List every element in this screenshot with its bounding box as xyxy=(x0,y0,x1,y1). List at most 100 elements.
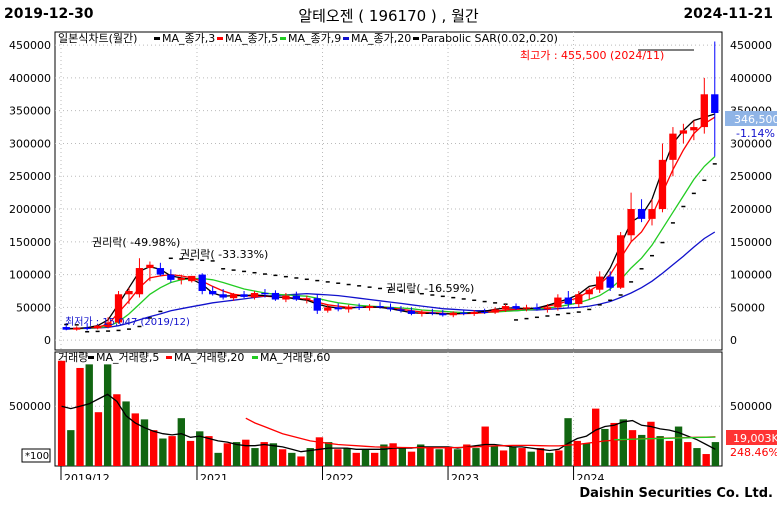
sar-dot xyxy=(273,274,278,277)
sar-dot xyxy=(691,192,696,195)
legend-label: MA_종가,20 xyxy=(351,32,411,45)
sar-dot xyxy=(681,205,686,208)
candle-body xyxy=(177,277,185,280)
legend-label: Parabolic SAR(0.02,0.20) xyxy=(421,32,558,45)
candle-body xyxy=(344,306,353,310)
legend-swatch xyxy=(154,37,160,40)
price-tick-left: 100000 xyxy=(9,269,51,282)
chart-header: 2019-12-30 알테오젠 ( 196170 ) , 월간 2024-11-… xyxy=(0,0,777,30)
candle-body xyxy=(585,289,593,295)
sar-dot xyxy=(252,271,257,274)
sar-dot xyxy=(325,281,330,283)
rights-off-annotation-3: 권리락( -16.59%) xyxy=(386,282,474,295)
candle-body xyxy=(219,294,227,298)
price-tick-right: 0 xyxy=(730,334,737,347)
time-label: 2019/12 xyxy=(64,472,110,480)
sar-dot xyxy=(388,289,393,291)
volume-bar xyxy=(269,443,278,466)
volume-bar xyxy=(619,419,627,466)
ma20-line xyxy=(66,231,716,330)
volume-bar xyxy=(426,446,434,466)
legend-label: MA_종가,5 xyxy=(225,32,278,45)
price-tick-left: 50000 xyxy=(16,301,51,314)
volume-bar xyxy=(57,360,66,466)
legend-swatch xyxy=(217,37,223,40)
legend-swatch xyxy=(280,37,286,40)
volume-bar xyxy=(509,446,517,466)
volume-bar xyxy=(251,448,259,466)
sar-dot xyxy=(106,330,111,332)
candle-body xyxy=(303,298,311,300)
price-axis: 0 0 50000 50000 100000 100000 150000 150000 2000… xyxy=(9,39,772,347)
candle-body xyxy=(324,307,332,311)
sar-dot xyxy=(597,304,602,306)
candle-body xyxy=(564,297,572,305)
price-tick-right: 300000 xyxy=(730,137,772,150)
volume-bar xyxy=(159,438,167,466)
volume-bar xyxy=(76,367,84,466)
brand-footer: Daishin Securities Co. Ltd. xyxy=(579,486,773,501)
volume-bar xyxy=(297,456,305,466)
last-price-box xyxy=(725,111,777,126)
legend-label: MA_거래량,60 xyxy=(260,351,330,364)
ma5-line xyxy=(66,116,716,330)
legend-label: MA_종가,9 xyxy=(288,32,341,45)
sar-dot xyxy=(357,285,362,287)
sar-dot xyxy=(451,296,456,299)
sar-dot xyxy=(660,241,665,244)
price-tick-left: 300000 xyxy=(9,137,51,150)
volume-bar xyxy=(103,364,112,466)
volume-bar xyxy=(711,442,720,466)
sar-dot xyxy=(618,294,623,296)
candle-body xyxy=(407,310,416,314)
volume-bar xyxy=(674,426,683,466)
candle-body xyxy=(512,306,520,309)
volume-bar xyxy=(260,442,268,466)
last-change: -1.14% xyxy=(736,127,775,140)
candle-body xyxy=(114,294,123,323)
candle-body xyxy=(83,327,91,330)
volume-bar xyxy=(628,430,637,466)
price-tick-left: 400000 xyxy=(9,72,51,85)
volume-bar xyxy=(499,450,508,466)
candle-body xyxy=(93,325,102,329)
volume-bar xyxy=(453,449,462,466)
sar-dot xyxy=(419,292,424,295)
candle-body xyxy=(554,297,562,308)
price-tick-right: 100000 xyxy=(730,269,772,282)
time-label: 2024 xyxy=(577,472,605,480)
sar-dot xyxy=(670,222,675,224)
volume-bar xyxy=(444,446,453,466)
volume-bar xyxy=(177,418,185,466)
sar-dot xyxy=(534,316,539,319)
volume-bars xyxy=(57,360,720,466)
candle-body xyxy=(648,209,656,219)
volume-bar xyxy=(536,448,545,466)
volume-unit-box xyxy=(21,448,51,463)
candle-body xyxy=(480,311,489,313)
sar-dot xyxy=(461,298,466,300)
stock-chart[interactable]: 0 0 50000 50000 100000 100000 150000 150000 2000… xyxy=(0,0,777,480)
sar-dot xyxy=(650,254,655,257)
volume-bar xyxy=(490,445,499,466)
moving-average-lines xyxy=(66,113,716,330)
chart-grid xyxy=(55,32,722,466)
volume-bar xyxy=(288,452,296,466)
price-tick-left: 450000 xyxy=(9,39,51,52)
volume-bar xyxy=(601,428,609,466)
candle-body xyxy=(637,209,646,219)
volume-bar xyxy=(278,449,287,466)
volume-bar xyxy=(113,394,121,466)
volume-bar xyxy=(684,442,692,466)
sar-dot xyxy=(336,282,341,284)
sar-dot xyxy=(137,325,142,328)
candle-body xyxy=(460,312,468,314)
sar-dot xyxy=(168,257,173,260)
sar-dot xyxy=(262,273,267,275)
volume-bar xyxy=(435,449,443,466)
candle-body xyxy=(271,292,280,300)
volume-bar xyxy=(122,401,130,466)
volume-bar xyxy=(140,419,149,466)
volume-bar xyxy=(638,434,646,466)
sar-dot xyxy=(315,279,320,282)
